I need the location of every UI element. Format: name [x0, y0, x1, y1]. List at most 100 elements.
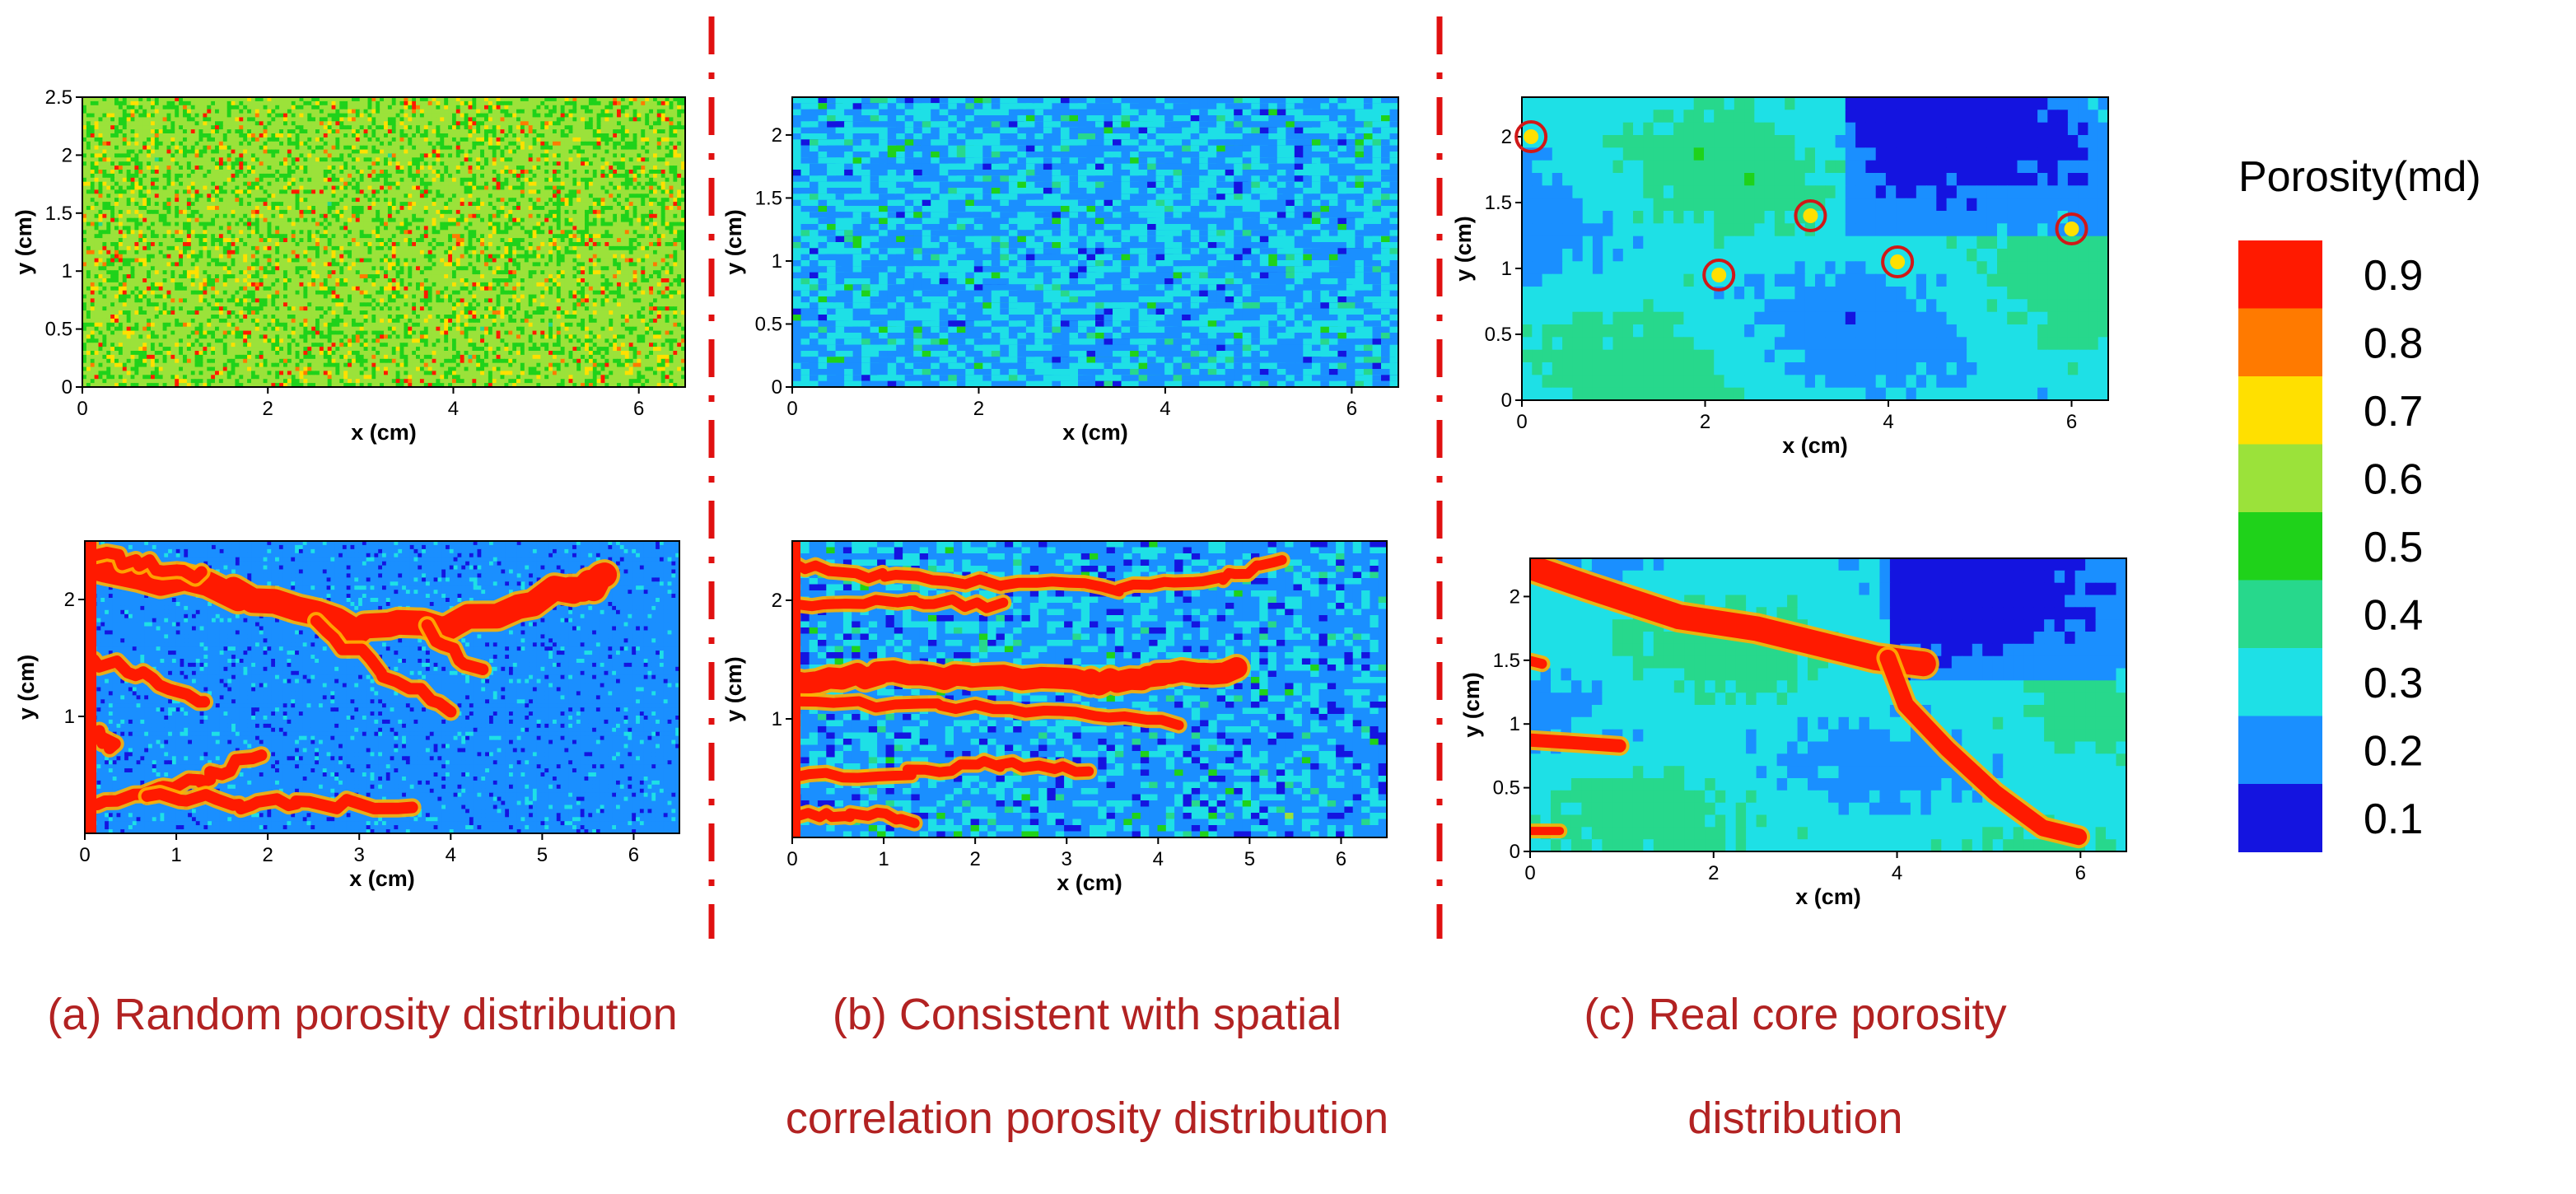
b-bottom-channel: [792, 696, 1184, 730]
b-bottom-panel: 0 1 2 3 4 5 6 1 2 x (cm) y (cm): [721, 540, 1388, 895]
colorbar-label: 0.2: [2364, 728, 2423, 776]
colorbar-swatch: [2238, 716, 2322, 785]
colorbar-label: 0.3: [2364, 660, 2423, 707]
b-bottom-channel: [792, 555, 1287, 597]
c-top-highlight-circle: [1794, 199, 1827, 232]
a-top-field: [82, 97, 685, 387]
colorbar-label: 0.5: [2364, 524, 2423, 571]
colorbar-swatch: [2238, 512, 2322, 581]
a-top-ytick-label: 1.5: [45, 203, 72, 225]
colorbar-swatch: [2238, 648, 2322, 716]
b-top-xlabel: x (cm): [1062, 420, 1128, 445]
a-bottom-xtick-label: 1: [170, 844, 181, 866]
caption-a-line-1: (a) Random porosity distribution: [33, 992, 692, 1037]
c-bottom-xtick-label: 6: [2075, 862, 2086, 884]
b-bottom-frame: [791, 540, 1388, 838]
caption-b-line-2: correlation porosity distribution: [741, 1096, 1433, 1140]
heatmap-panels: 0 2 4 6 0 0.5 1 1.5 2 2.5 x (cm) y (cm) 0 1 2 3 4 5 6 1 2 x (…: [12, 86, 2127, 909]
caption-c: (c) Real core porosity distribution: [1474, 992, 2116, 1140]
caption-b: (b) Consistent with spatial correlation …: [741, 992, 1433, 1140]
panel-dividers: [708, 16, 1443, 939]
b-top-plot-area: [792, 97, 1398, 387]
b-bottom-channel: [792, 657, 1248, 696]
c-top-ytick-label: 0: [1501, 389, 1512, 412]
a-bottom-xtick-label: 0: [79, 844, 90, 866]
b-top-panel: 0 2 4 6 0 0.5 1 1.5 2 x (cm) y (cm): [721, 96, 1399, 445]
colorbar-label: 0.6: [2364, 456, 2423, 504]
c-top-hotspot-fill: [1890, 254, 1906, 269]
b-bottom-ytick-label: 1: [772, 708, 782, 730]
c-bottom-panel: 0 2 4 6 0 0.5 1 1.5 2 x (cm) y (cm): [1459, 557, 2127, 909]
b-top-ylabel: y (cm): [721, 209, 746, 275]
a-top-xtick-label: 2: [263, 398, 273, 420]
a-bottom-channel: [141, 788, 418, 815]
c-bottom-ytick-label: 2: [1510, 585, 1520, 608]
c-bottom-xtick-label: 0: [1524, 862, 1535, 884]
b-top-ytick-label: 1.5: [755, 187, 782, 209]
b-top-xtick-label: 2: [973, 398, 984, 420]
a-bottom-xtick-label: 4: [446, 844, 456, 866]
a-top-xtick-label: 0: [77, 398, 87, 420]
colorbar-swatch: [2238, 308, 2322, 377]
b-top-field: [792, 97, 1398, 387]
a-bottom-xlabel: x (cm): [349, 866, 415, 891]
a-top-axes: 0 2 4 6 0 0.5 1 1.5 2 2.5 x (cm) y (cm): [12, 86, 686, 445]
b-bottom-plot-area: [792, 541, 1387, 837]
b-bottom-axes: 0 1 2 3 4 5 6 1 2 x (cm) y (cm): [721, 540, 1388, 895]
b-bottom-channel: [792, 594, 1009, 613]
c-bottom-field: [1530, 558, 2126, 851]
c-top-xtick-label: 6: [2066, 411, 2077, 433]
a-top-xlabel: x (cm): [351, 420, 417, 445]
a-bottom-xtick-label: 5: [537, 844, 548, 866]
c-bottom-axes: 0 2 4 6 0 0.5 1 1.5 2 x (cm) y (cm): [1459, 557, 2127, 909]
c-top-frame: [1521, 96, 2109, 401]
a-top-plot-area: [82, 97, 685, 387]
c-bottom-fracture-main: [1530, 558, 1936, 677]
a-top-panel: 0 2 4 6 0 0.5 1 1.5 2 2.5 x (cm) y (cm): [12, 86, 686, 445]
b-top-frame: [791, 96, 1399, 388]
a-bottom-channel: [85, 749, 268, 810]
c-top-xtick-label: 2: [1700, 411, 1710, 433]
c-top-hotspot-fill: [1524, 129, 1539, 144]
b-top-ytick-label: 1: [772, 250, 782, 273]
c-bottom-fracture-edge: [1530, 655, 1547, 669]
c-top-highlight-circle: [1702, 259, 1736, 292]
a-top-ytick-label: 2.5: [45, 86, 72, 109]
a-bottom-ytick-label: 2: [64, 589, 75, 611]
b-bottom-channel: [792, 756, 1094, 783]
c-bottom-fracture-branch: [1879, 650, 2088, 846]
b-bottom-xtick-label: 3: [1062, 848, 1072, 870]
colorbar-title: Porosity(md): [2238, 153, 2481, 201]
c-top-hotspot-fill: [1803, 208, 1818, 223]
a-bottom-ylabel: y (cm): [14, 655, 39, 721]
b-bottom-xtick-label: 6: [1336, 848, 1346, 870]
b-bottom-ytick-label: 2: [772, 590, 782, 612]
c-bottom-xtick-label: 2: [1708, 862, 1719, 884]
c-top-ylabel: y (cm): [1451, 216, 1476, 282]
c-top-field: [1522, 97, 2108, 400]
c-bottom-frame: [1529, 557, 2127, 852]
c-bottom-plot-area: [1530, 558, 2126, 851]
c-top-axes: 0 2 4 6 0 0.5 1 1.5 2 x (cm) y (cm): [1451, 96, 2109, 458]
caption-a: (a) Random porosity distribution: [33, 992, 692, 1037]
a-bottom-axes: 0 1 2 3 4 5 6 1 2 x (cm) y (cm): [14, 540, 680, 891]
c-top-xtick-label: 0: [1516, 411, 1527, 433]
colorbar-label: 0.7: [2364, 388, 2423, 436]
a-bottom-field: [85, 541, 679, 833]
c-top-highlight-circle: [2055, 212, 2088, 245]
colorbar-legend: Porosity(md) 0.9 0.8 0.7 0.6 0.5 0.4 0.3 0.2 0.1: [2238, 153, 2481, 852]
c-top-highlight-circle: [1514, 120, 1548, 153]
b-bottom-xtick-label: 4: [1153, 848, 1164, 870]
c-top-ytick-label: 1.5: [1485, 192, 1512, 214]
c-bottom-ytick-label: 0: [1510, 841, 1520, 863]
c-bottom-xlabel: x (cm): [1795, 884, 1861, 909]
colorbar-swatch: [2238, 784, 2322, 852]
a-bottom-xtick-label: 6: [628, 844, 639, 866]
colorbar-label: 0.1: [2364, 795, 2423, 843]
a-bottom-panel: 0 1 2 3 4 5 6 1 2 x (cm) y (cm): [14, 540, 680, 891]
b-bottom-xtick-label: 1: [878, 848, 889, 870]
a-bottom-ytick-label: 1: [64, 706, 75, 728]
a-top-xtick-label: 6: [633, 398, 644, 420]
b-top-xtick-label: 6: [1346, 398, 1357, 420]
